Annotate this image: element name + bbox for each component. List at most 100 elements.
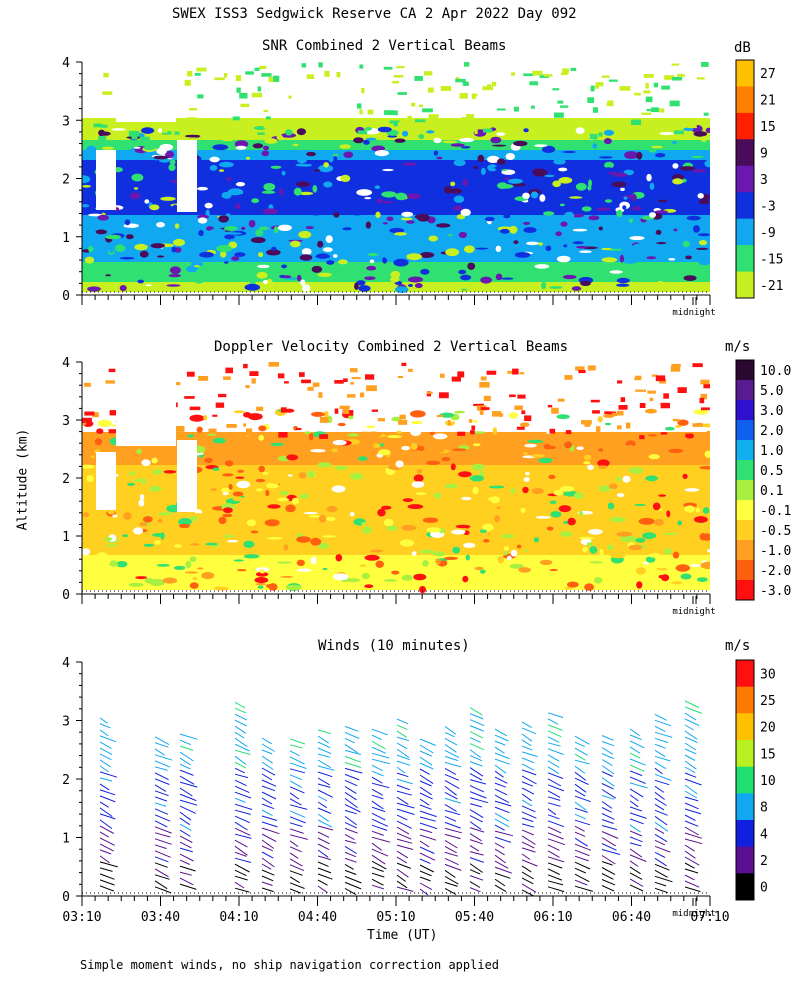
- heatmap-cell: [406, 193, 422, 200]
- heatmap-cell: [308, 433, 314, 441]
- wind-barb: [494, 860, 509, 869]
- wind-barb: [709, 793, 710, 795]
- wind-barb: [629, 740, 645, 749]
- wind-barb: [601, 831, 619, 839]
- wind-barb: [494, 800, 512, 807]
- heatmap-cell: [201, 572, 215, 580]
- wind-barb: [154, 850, 171, 858]
- heatmap-cell: [246, 156, 250, 160]
- wind-barb: [261, 803, 275, 810]
- wind-barb: [179, 787, 193, 797]
- wind-barb: [601, 771, 613, 777]
- wind-barb: [371, 740, 386, 750]
- heatmap-cell: [491, 81, 497, 87]
- colorbar-label: 27: [760, 67, 776, 82]
- wind-barb: [654, 725, 666, 732]
- heatmap-cell: [556, 414, 570, 420]
- wind-barb: [261, 809, 273, 817]
- wind-barb: [234, 785, 250, 794]
- heatmap-cell: [292, 143, 299, 147]
- wind-barb: [396, 748, 410, 759]
- heatmap-cell: [592, 107, 598, 113]
- heatmap-cell: [560, 221, 568, 227]
- heatmap-cell: [174, 544, 182, 548]
- heatmap-cell: [616, 277, 630, 284]
- wind-barb: [396, 730, 407, 738]
- heatmap-cell: [579, 536, 594, 540]
- wind-barb: [684, 736, 698, 744]
- wind-barb: [154, 766, 168, 771]
- heatmap-cell: [377, 508, 386, 517]
- heatmap-cell: [607, 502, 615, 510]
- wind-barb: [709, 817, 710, 819]
- wind-barb: [709, 835, 710, 837]
- colorbar-swatch: [736, 740, 754, 768]
- heatmap-cell: [162, 577, 178, 584]
- wind-barb: [469, 755, 483, 762]
- heatmap-cell: [668, 258, 676, 261]
- wind-barb: [654, 863, 670, 871]
- y-tick-label: 1: [62, 530, 70, 545]
- heatmap-cell: [127, 482, 135, 486]
- heatmap-cell: [231, 256, 240, 261]
- heatmap-cell: [669, 100, 680, 107]
- heatmap-cell: [480, 569, 486, 574]
- wind-barb: [547, 838, 566, 846]
- heatmap-cell: [645, 556, 656, 563]
- wind-barb: [574, 783, 587, 793]
- heatmap-cell: [700, 393, 707, 400]
- heatmap-cell: [167, 248, 172, 252]
- heatmap-cell: [393, 75, 404, 78]
- heatmap-cell: [310, 556, 317, 565]
- colorbar-label: 1.0: [760, 444, 783, 459]
- heatmap-cell: [365, 221, 372, 229]
- wind-barb: [494, 884, 507, 893]
- wind-barb: [709, 829, 710, 831]
- colorbar-swatch: [736, 873, 754, 901]
- wind-barb: [99, 819, 113, 830]
- heatmap-cell: [338, 259, 348, 265]
- wind-barb: [99, 789, 116, 796]
- heatmap-cell: [178, 517, 192, 526]
- wind-barb: [234, 755, 247, 765]
- heatmap-cell: [235, 75, 242, 81]
- wind-barb: [629, 800, 639, 808]
- heatmap-cell: [103, 537, 113, 541]
- wind-barb: [654, 821, 669, 832]
- wind-barb: [547, 736, 560, 743]
- heatmap-cell: [256, 556, 272, 564]
- wind-barb: [261, 869, 275, 876]
- wind-barb: [629, 782, 648, 789]
- heatmap-cell: [223, 376, 231, 380]
- heatmap-cell: [365, 425, 376, 429]
- wind-barb: [317, 801, 328, 809]
- wind-barb: [154, 886, 172, 894]
- heatmap-cell: [258, 252, 264, 258]
- wind-barb: [601, 861, 613, 866]
- heatmap-cell: [361, 522, 367, 525]
- heatmap-cell: [432, 551, 446, 557]
- wind-barb: [709, 865, 710, 867]
- wind-barb: [344, 857, 357, 863]
- heatmap-cell: [636, 151, 643, 160]
- wind-barb: [234, 833, 252, 839]
- wind-barb: [547, 874, 563, 881]
- heatmap-cell: [198, 376, 209, 381]
- heatmap-cell: [418, 104, 423, 107]
- wind-barb: [574, 855, 589, 862]
- heatmap-cell: [549, 500, 557, 505]
- heatmap-cell: [168, 163, 176, 171]
- wind-barb: [574, 867, 587, 874]
- heatmap-cell: [563, 281, 574, 288]
- heatmap-cell: [298, 191, 314, 196]
- heatmap-cell: [509, 563, 524, 569]
- colorbar-label: 0: [760, 881, 768, 896]
- heatmap-cell: [121, 162, 132, 165]
- wind-barb: [261, 881, 273, 886]
- heatmap-cell: [326, 260, 335, 265]
- heatmap-cell: [367, 253, 379, 257]
- wind-barb: [547, 754, 560, 762]
- wind-barb: [419, 840, 430, 848]
- heatmap-cell: [625, 445, 635, 452]
- heatmap-cell: [119, 256, 135, 260]
